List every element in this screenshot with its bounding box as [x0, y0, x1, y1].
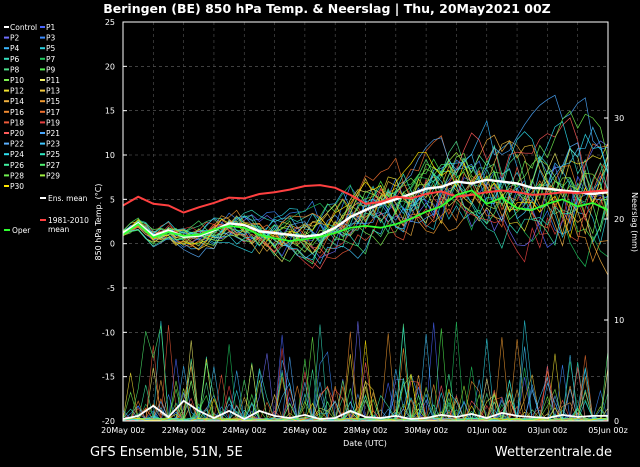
- x-tick-label: 22May 00z: [162, 426, 206, 435]
- legend-label: P1: [46, 23, 56, 32]
- y-tick-label: 10: [105, 151, 115, 160]
- legend-label: P11: [46, 76, 60, 85]
- x-tick-label: 03Jun 00z: [528, 426, 568, 435]
- legend-label: 1981-2010 mean: [48, 216, 89, 234]
- y-tick-label: 0: [110, 240, 115, 249]
- legend-label: P8: [10, 65, 20, 74]
- ensemble-member-line: [122, 143, 609, 255]
- ensemble-member-line: [122, 151, 609, 246]
- legend-label: P3: [46, 34, 56, 43]
- legend-label: P22: [10, 140, 24, 149]
- legend-label: Ens. mean: [48, 194, 88, 203]
- footer-site-name: Wetterzentrale.de: [495, 445, 612, 460]
- legend-label: P24: [10, 150, 24, 159]
- y-tick-label: -15: [102, 373, 115, 382]
- y2-tick-label: 20: [614, 215, 624, 224]
- y-tick-label: 5: [110, 195, 115, 204]
- x-tick-label: 01Jun 00z: [467, 426, 507, 435]
- ensemble-precipitation: [122, 320, 609, 422]
- y2-tick-label: 30: [614, 114, 624, 123]
- legend-label: Oper: [12, 226, 31, 235]
- y-axis-ticks: 25 20 15 10 5 0 -5 -10 -15 -20: [102, 18, 127, 426]
- x-tick-label: 26May 00z: [283, 426, 327, 435]
- legend-label: P30: [10, 182, 24, 191]
- legend-label: P27: [46, 161, 60, 170]
- legend-label: P13: [46, 87, 60, 96]
- ensemble-member-lines: [122, 94, 609, 276]
- legend-label: P29: [46, 171, 60, 180]
- legend-label: P26: [10, 161, 24, 170]
- x-tick-label: 30May 00z: [404, 426, 448, 435]
- precipitation-member-line: [122, 336, 609, 422]
- legend-label: P10: [10, 76, 24, 85]
- legend-label: P23: [46, 140, 60, 149]
- y-tick-label: 15: [105, 107, 115, 116]
- 1981-2010-mean-line: [122, 184, 609, 214]
- legend-label: P2: [10, 34, 20, 43]
- y2-axis-ticks: 30 20 10 0: [604, 114, 624, 426]
- x-tick-label: 28May 00z: [344, 426, 388, 435]
- ensemble-member-line: [122, 151, 609, 253]
- x-tick-label: 20May 00z: [101, 426, 145, 435]
- legend-label: P20: [10, 129, 24, 138]
- y-tick-label: -10: [102, 328, 115, 337]
- y-tick-label: -5: [107, 284, 115, 293]
- footer-model-info: GFS Ensemble, 51N, 5E: [90, 445, 243, 460]
- x-axis-ticks: 20May 00z 22May 00z 24May 00z 26May 00z 28Ma…: [101, 426, 628, 435]
- y-tick-label: -20: [102, 417, 115, 426]
- legend-label: P7: [46, 55, 56, 64]
- ensemble-member-line: [122, 162, 609, 260]
- oper-line: [122, 189, 609, 242]
- legend-label: P21: [46, 129, 60, 138]
- plot-frame: [122, 21, 609, 422]
- legend-label: P16: [10, 108, 24, 117]
- ensemble-member-line: [122, 160, 609, 249]
- legend-label: Control: [10, 23, 37, 32]
- y-tick-label: 25: [105, 18, 115, 27]
- legend-label: P17: [46, 108, 60, 117]
- legend-label: P28: [10, 171, 24, 180]
- x-tick-label: 05Jun 00z: [588, 426, 628, 435]
- legend-label: P18: [10, 118, 24, 127]
- precipitation-member-line: [122, 340, 609, 422]
- chart-title: Beringen (BE) 850 hPa Temp. & Neerslag |…: [103, 1, 551, 16]
- precipitation-member-line: [122, 353, 609, 422]
- legend: Control P1 P2 P3 P4 P5 P6 P7 P8 P9 P10 P11 P12 P13 P14…: [4, 23, 89, 235]
- x-tick-label: 24May 00z: [222, 426, 266, 435]
- legend-label: P4: [10, 44, 20, 53]
- legend-label: P9: [46, 65, 56, 74]
- y2-tick-label: 10: [614, 316, 624, 325]
- x-axis-label: Date (UTC): [343, 439, 387, 448]
- ens-mean-precipitation-line: [122, 399, 608, 421]
- y2-axis-label: Neerslag (mm): [630, 192, 639, 252]
- legend-label: P15: [46, 97, 60, 106]
- precipitation-member-line: [122, 325, 609, 422]
- legend-label: P19: [46, 118, 60, 127]
- legend-label: P5: [46, 44, 56, 53]
- legend-label: P6: [10, 55, 20, 64]
- legend-label: P12: [10, 87, 24, 96]
- y-tick-label: 20: [105, 62, 115, 71]
- y2-tick-label: 0: [614, 417, 619, 426]
- ensemble-member-line: [122, 153, 609, 247]
- legend-label: P14: [10, 97, 24, 106]
- y-axis-label: 850 hPa Temp. (°C): [94, 183, 103, 260]
- series-lines: [122, 178, 609, 421]
- legend-label: P25: [46, 150, 60, 159]
